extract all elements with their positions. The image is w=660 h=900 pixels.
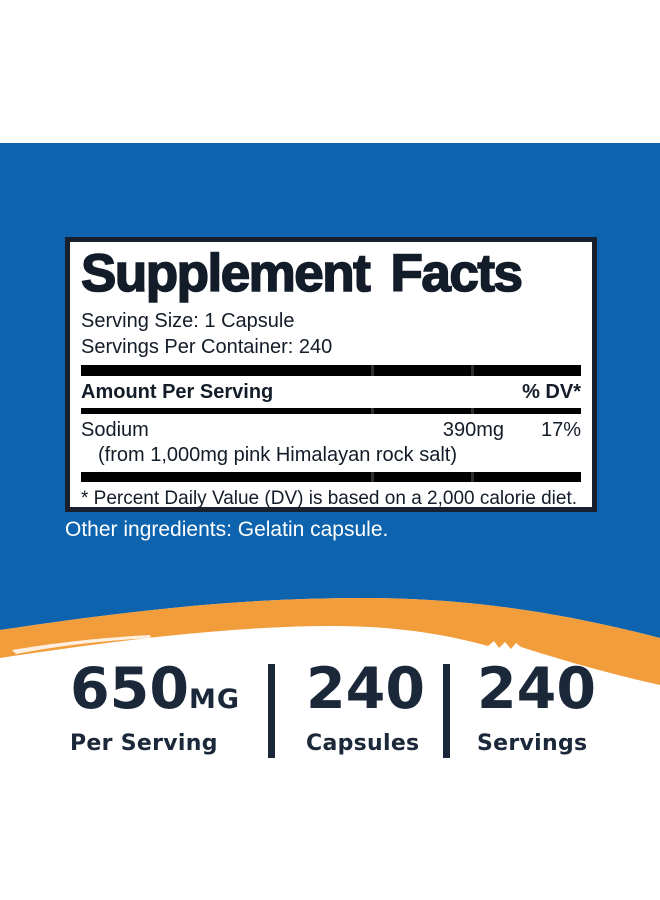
bar-gap: [371, 408, 374, 415]
nutrient-amount: 390mg: [442, 419, 504, 442]
bar-gap: [471, 472, 474, 483]
serving-size: Serving Size: 1 Capsule: [81, 310, 295, 333]
nutrient-source-detail: (from 1,000mg pink Himalayan rock salt): [98, 444, 458, 467]
serving-info: Serving Size: 1 Capsule Servings Per Con…: [81, 308, 581, 360]
stat-servings: 240 Servings: [477, 661, 596, 757]
stat-label: Servings: [477, 731, 588, 756]
amount-header-row: Amount Per Serving % DV*: [81, 376, 581, 408]
stat-divider: [268, 664, 275, 758]
stat-value: 650MG: [70, 661, 241, 726]
other-ingredients-text: Other ingredients: Gelatin capsule.: [65, 518, 389, 541]
panel-title: Supplement Facts: [80, 243, 524, 304]
percent-dv-header: % DV*: [522, 381, 581, 404]
stat-number: 240: [477, 656, 596, 722]
bar-gap: [371, 472, 374, 483]
stat-value: 240: [477, 661, 596, 726]
orange-swoosh-graphic: [0, 555, 660, 705]
servings-per-container: Servings Per Container: 240: [81, 336, 333, 359]
separator-bar-thick: [81, 472, 581, 483]
stat-number: 650: [70, 656, 189, 722]
supplement-facts-panel: Supplement Facts Serving Size: 1 Capsule…: [65, 237, 597, 512]
bar-gap: [471, 365, 474, 377]
nutrient-name: Sodium: [81, 419, 149, 442]
stat-unit: MG: [188, 684, 241, 715]
stat-number: 240: [306, 656, 425, 722]
amount-per-serving-header: Amount Per Serving: [81, 381, 274, 404]
stat-label: Per Serving: [70, 731, 218, 756]
separator-bar-thick: [81, 365, 581, 377]
bar-gap: [371, 365, 374, 377]
nutrient-row-sodium: Sodium 390mg 17%: [81, 419, 581, 442]
stat-value: 240: [306, 661, 425, 726]
stat-divider: [443, 664, 450, 758]
stat-capsules: 240 Capsules: [306, 661, 425, 757]
stat-label: Capsules: [306, 731, 420, 756]
bar-gap: [471, 408, 474, 415]
stat-per-serving: 650MG Per Serving: [70, 661, 241, 757]
dv-footnote: * Percent Daily Value (DV) is based on a…: [81, 488, 578, 510]
separator-bar-medium: [81, 408, 581, 415]
nutrient-dv-percent: 17%: [540, 419, 581, 442]
